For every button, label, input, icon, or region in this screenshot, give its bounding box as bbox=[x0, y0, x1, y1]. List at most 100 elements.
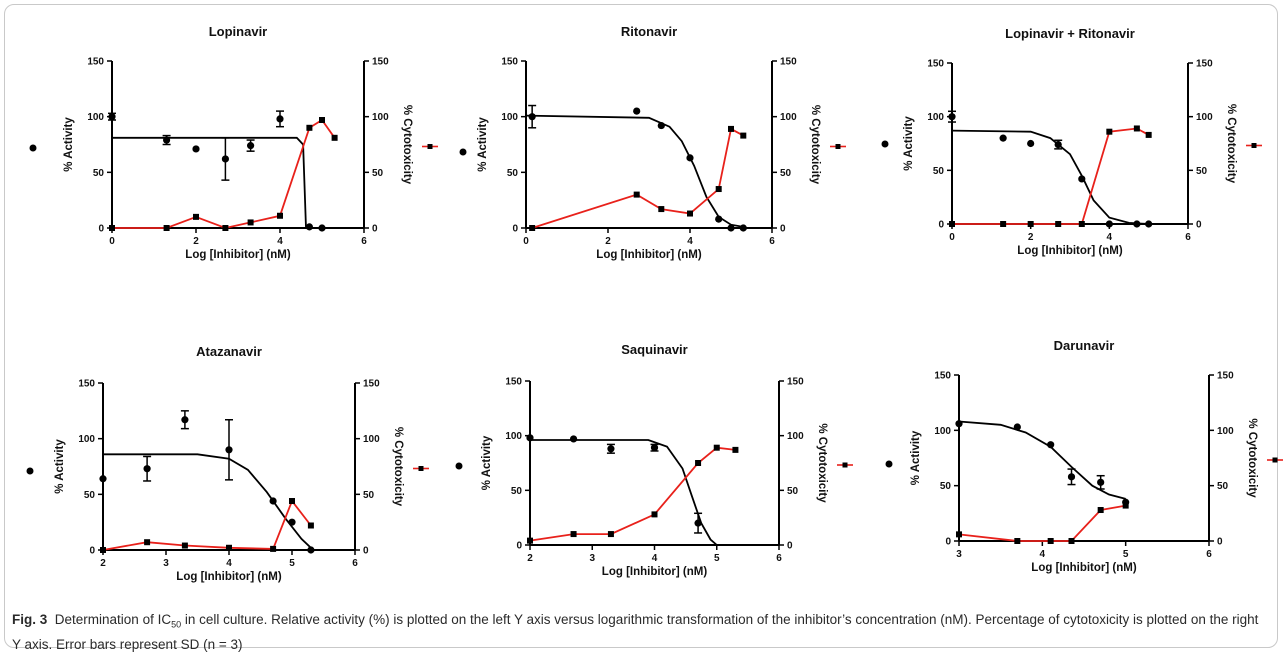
x-axis-label: Log [Inhibitor] (nM) bbox=[1031, 562, 1137, 574]
x-tick-label: 6 bbox=[1185, 232, 1191, 243]
cytotoxicity-line bbox=[529, 446, 736, 542]
activity-point bbox=[633, 107, 641, 115]
cytotoxicity-point bbox=[633, 191, 640, 198]
cytotoxicity-point bbox=[1097, 507, 1104, 514]
activity-legend-marker bbox=[885, 460, 893, 468]
y-axis-label: % Activity bbox=[903, 116, 915, 171]
activity-point bbox=[1067, 473, 1076, 481]
activity-point bbox=[569, 435, 578, 443]
activity-point bbox=[276, 115, 284, 123]
y-tick-label: 0 bbox=[98, 224, 104, 235]
y-tick-label: 50 bbox=[84, 490, 96, 501]
cytotoxicity-legend-marker bbox=[1251, 143, 1257, 148]
y-tick-label: 150 bbox=[927, 59, 944, 70]
y2-tick-label: 100 bbox=[363, 434, 380, 445]
y-tick-label: 150 bbox=[505, 377, 522, 388]
cytotoxicity-point bbox=[715, 186, 722, 193]
cytotoxicity-legend-marker bbox=[418, 466, 424, 471]
x-tick-label: 5 bbox=[714, 553, 720, 564]
y-axis-label: % Activity bbox=[910, 430, 922, 485]
y2-tick-label: 50 bbox=[787, 486, 799, 497]
cytotoxicity-point bbox=[247, 219, 254, 226]
cytotoxicity-point bbox=[1133, 125, 1140, 132]
x-tick-label: 6 bbox=[352, 558, 358, 569]
y2-tick-label: 0 bbox=[780, 224, 786, 235]
activity-point bbox=[1097, 478, 1105, 486]
x-tick-label: 0 bbox=[949, 232, 955, 243]
cytotoxicity-point bbox=[740, 132, 747, 139]
y-tick-label: 0 bbox=[938, 220, 944, 231]
y-tick-label: 150 bbox=[501, 57, 518, 68]
y2-tick-label: 0 bbox=[1196, 220, 1202, 231]
cytotoxicity-point bbox=[1047, 538, 1054, 544]
x-tick-label: 4 bbox=[1040, 549, 1046, 560]
activity-point bbox=[225, 446, 233, 454]
y-tick-label: 50 bbox=[511, 486, 523, 497]
cytotoxicity-point bbox=[695, 460, 702, 466]
y2-tick-label: 150 bbox=[1196, 59, 1213, 70]
y-tick-label: 150 bbox=[934, 371, 951, 382]
activity-point bbox=[99, 475, 107, 483]
y-tick-label: 150 bbox=[87, 57, 104, 68]
activity-point bbox=[739, 224, 747, 232]
cytotoxicity-line bbox=[112, 118, 336, 229]
figure-caption: Fig. 3 Determination of IC50 in cell cul… bbox=[12, 610, 1262, 655]
activity-point bbox=[269, 497, 277, 505]
y2-tick-label: 100 bbox=[1196, 112, 1213, 123]
cytotoxicity-point bbox=[949, 221, 955, 227]
x-tick-label: 2 bbox=[100, 558, 106, 569]
x-axis-label: Log [Inhibitor] (nM) bbox=[185, 249, 291, 261]
activity-point bbox=[181, 416, 189, 424]
cytotoxicity-legend-marker bbox=[842, 462, 848, 468]
activity-point bbox=[192, 145, 200, 153]
y2-axis-label: % Cytotoxicity bbox=[1246, 418, 1258, 498]
chart-title: Atazanavir bbox=[196, 344, 262, 359]
cytotoxicity-point bbox=[607, 531, 614, 538]
cytotoxicity-point bbox=[1145, 131, 1152, 138]
y2-tick-label: 0 bbox=[787, 541, 793, 552]
y-tick-label: 50 bbox=[93, 168, 105, 179]
chart-title: Saquinavir bbox=[621, 342, 687, 357]
cytotoxicity-point bbox=[289, 498, 295, 505]
activity-point bbox=[955, 420, 963, 428]
y2-axis-label: % Cytotoxicity bbox=[816, 423, 828, 503]
activity-point bbox=[1027, 139, 1035, 148]
cytotoxicity-point bbox=[1068, 538, 1075, 544]
y2-axis-label: % Cytotoxicity bbox=[401, 105, 413, 185]
x-tick-label: 4 bbox=[226, 558, 232, 569]
activity-point bbox=[288, 518, 296, 526]
y-tick-label: 50 bbox=[507, 168, 519, 179]
activity-point bbox=[528, 113, 536, 121]
cytotoxicity-point bbox=[651, 511, 658, 518]
y-tick-label: 100 bbox=[501, 112, 518, 123]
y-tick-label: 0 bbox=[516, 541, 522, 552]
activity-point bbox=[1133, 220, 1141, 228]
y2-tick-label: 50 bbox=[1217, 481, 1229, 492]
x-tick-label: 6 bbox=[769, 236, 775, 247]
activity-point bbox=[999, 134, 1007, 142]
cytotoxicity-point bbox=[1055, 221, 1062, 227]
activity-legend-marker bbox=[26, 467, 34, 475]
x-tick-label: 3 bbox=[956, 549, 962, 560]
activity-point bbox=[1122, 498, 1130, 506]
x-tick-label: 0 bbox=[523, 236, 529, 247]
activity-point bbox=[307, 546, 315, 554]
cytotoxicity-point bbox=[1078, 221, 1085, 227]
y-axis-label: % Activity bbox=[481, 435, 493, 490]
activity-point bbox=[1145, 220, 1153, 228]
y2-tick-label: 150 bbox=[780, 57, 797, 68]
activity-legend-marker bbox=[29, 144, 37, 152]
activity-point bbox=[727, 224, 735, 232]
chart-panel-5: Saquinavir 0 0 50 50 100 100 150 150 2 3 4 5 6 Log [In… bbox=[455, 342, 853, 578]
cytotoxicity-line bbox=[958, 504, 1126, 542]
x-tick-label: 0 bbox=[109, 236, 115, 247]
y-axis-label: % Activity bbox=[477, 117, 489, 172]
caption-text-rest: in cell culture. Relative activity (%) i… bbox=[12, 612, 1259, 652]
activity-point bbox=[650, 444, 659, 452]
activity-point bbox=[1047, 441, 1055, 449]
y-tick-label: 0 bbox=[945, 537, 951, 548]
y-tick-label: 100 bbox=[934, 426, 951, 437]
cytotoxicity-point bbox=[1000, 221, 1007, 227]
y2-tick-label: 150 bbox=[363, 379, 380, 390]
